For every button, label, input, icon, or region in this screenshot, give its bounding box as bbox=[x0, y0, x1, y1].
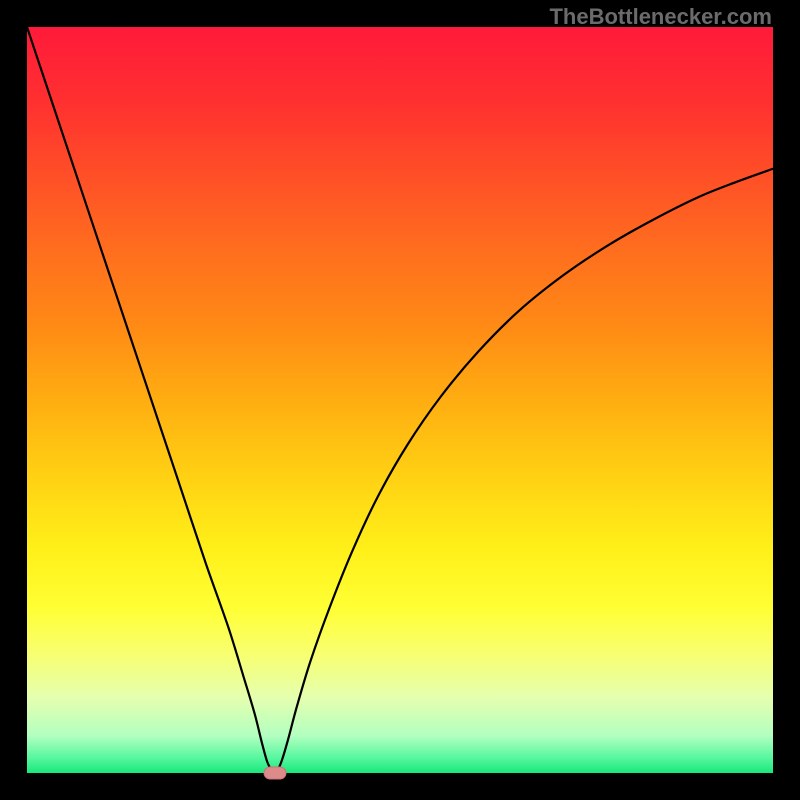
plot-area bbox=[27, 27, 773, 773]
chart-container: TheBottlenecker.com bbox=[0, 0, 800, 800]
bottleneck-curve bbox=[27, 27, 773, 773]
optimum-marker bbox=[263, 766, 287, 780]
watermark-text: TheBottlenecker.com bbox=[549, 4, 772, 30]
